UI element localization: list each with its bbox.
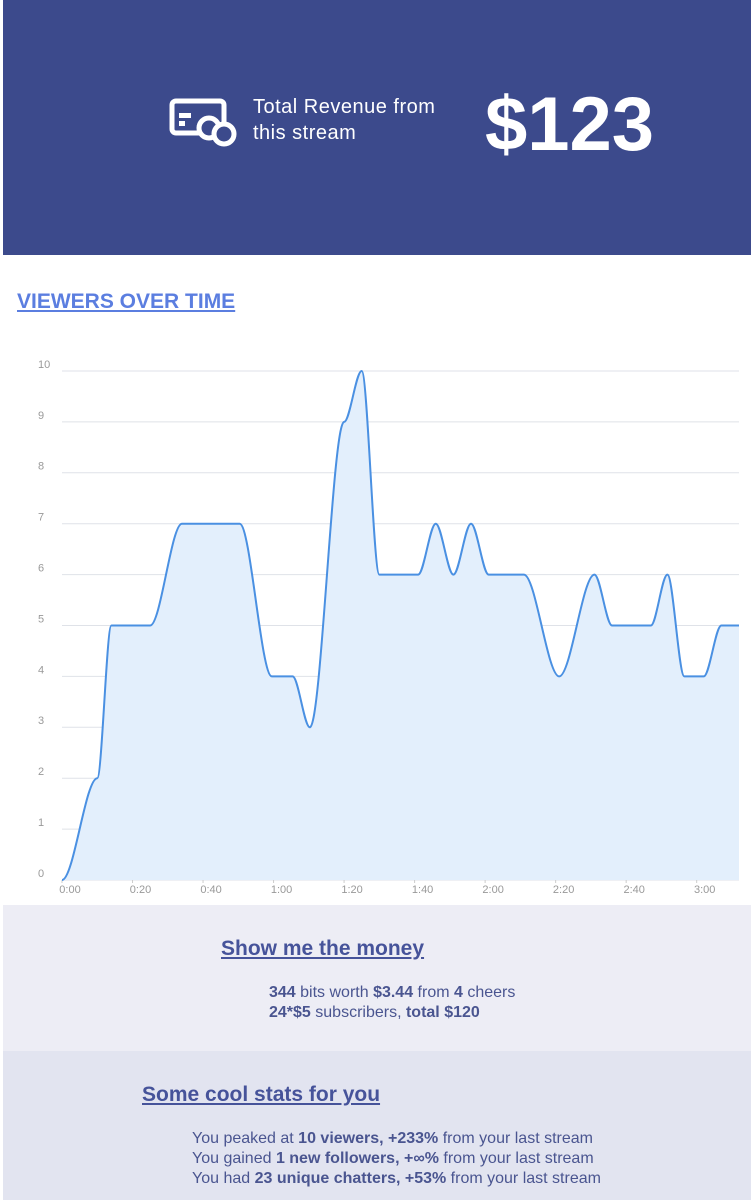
section-title[interactable]: Show me the money	[221, 937, 425, 960]
highlight: 1 new followers, +∞%	[275, 1150, 439, 1167]
text: from your last stream	[438, 1150, 594, 1167]
highlight: 344	[269, 984, 296, 1001]
x-tick-label: 0:20	[130, 884, 151, 896]
x-tick-label: 3:00	[694, 884, 715, 896]
money-section: Show me the money 344 bits worth $3.44 f…	[3, 905, 751, 1051]
line	[61, 369, 739, 881]
y-tick-label: 7	[38, 512, 44, 524]
y-tick-label: 2	[38, 766, 44, 778]
highlight: 10 viewers, +233%	[298, 1130, 439, 1147]
revenue-label: Total Revenue from this stream	[253, 96, 436, 144]
y-tick-label: 0	[38, 868, 44, 880]
section-title[interactable]: Some cool stats for you	[142, 1083, 381, 1106]
x-tick-label: 2:20	[553, 884, 574, 896]
y-tick-label: 8	[38, 461, 44, 473]
text: from	[413, 984, 454, 1001]
stat-line: You gained 1 new followers, +∞% from you…	[192, 1149, 601, 1169]
stat-line: 24*$5 subscribers, total $120	[269, 1003, 515, 1023]
x-tick-label: 1:20	[341, 884, 362, 896]
x-tick-label: 1:40	[412, 884, 433, 896]
stats-section: Some cool stats for you You peaked at 10…	[3, 1051, 751, 1200]
highlight: total $120	[405, 1004, 480, 1021]
y-tick-label: 6	[38, 563, 44, 575]
y-tick-label: 5	[38, 613, 44, 625]
x-tick-label: 2:40	[623, 884, 644, 896]
header: Total Revenue from this stream $123	[3, 0, 751, 255]
money-lines: 344 bits worth $3.44 from 4 cheers 24*$5 …	[269, 983, 515, 1023]
chart-title[interactable]: VIEWERS OVER TIME	[17, 290, 236, 313]
highlight: 4	[454, 984, 463, 1001]
area	[62, 371, 739, 880]
text: You had	[192, 1170, 255, 1187]
text: You gained	[192, 1150, 276, 1167]
text: from your last stream	[446, 1170, 601, 1187]
y-tick-label: 1	[38, 817, 44, 829]
chart: 0 1 2 3 4 5 6 7 8 9 10 0:00 0:20 0:40 1:00 1:20 1:40 2:00…	[38, 359, 739, 896]
revenue-amount: $123	[485, 82, 655, 167]
y-tick-label: 9	[38, 410, 44, 422]
x-tick-label: 0:00	[59, 884, 80, 896]
y-tick-label: 4	[38, 664, 44, 676]
text: cheers	[462, 984, 516, 1001]
text: You peaked at	[192, 1130, 299, 1147]
stat-line: 344 bits worth $3.44 from 4 cheers	[269, 983, 515, 1003]
highlight: $3.44	[373, 984, 414, 1001]
stats-lines: You peaked at 10 viewers, +233% from you…	[192, 1129, 601, 1189]
money-icon	[169, 98, 237, 147]
stat-line: You had 23 unique chatters, +53% from yo…	[192, 1169, 601, 1189]
text: subscribers,	[310, 1004, 406, 1021]
x-tick-label: 1:00	[271, 884, 292, 896]
y-tick-label: 3	[38, 715, 44, 727]
text: from your last stream	[438, 1130, 593, 1147]
text: bits worth	[295, 984, 374, 1001]
highlight: 24*$5	[269, 1004, 311, 1021]
x-tick-label: 2:00	[482, 884, 503, 896]
y-tick-label: 10	[38, 359, 50, 371]
x-tick-label: 0:40	[200, 884, 221, 896]
stat-line: You peaked at 10 viewers, +233% from you…	[192, 1129, 601, 1149]
highlight: 23 unique chatters, +53%	[254, 1170, 447, 1187]
